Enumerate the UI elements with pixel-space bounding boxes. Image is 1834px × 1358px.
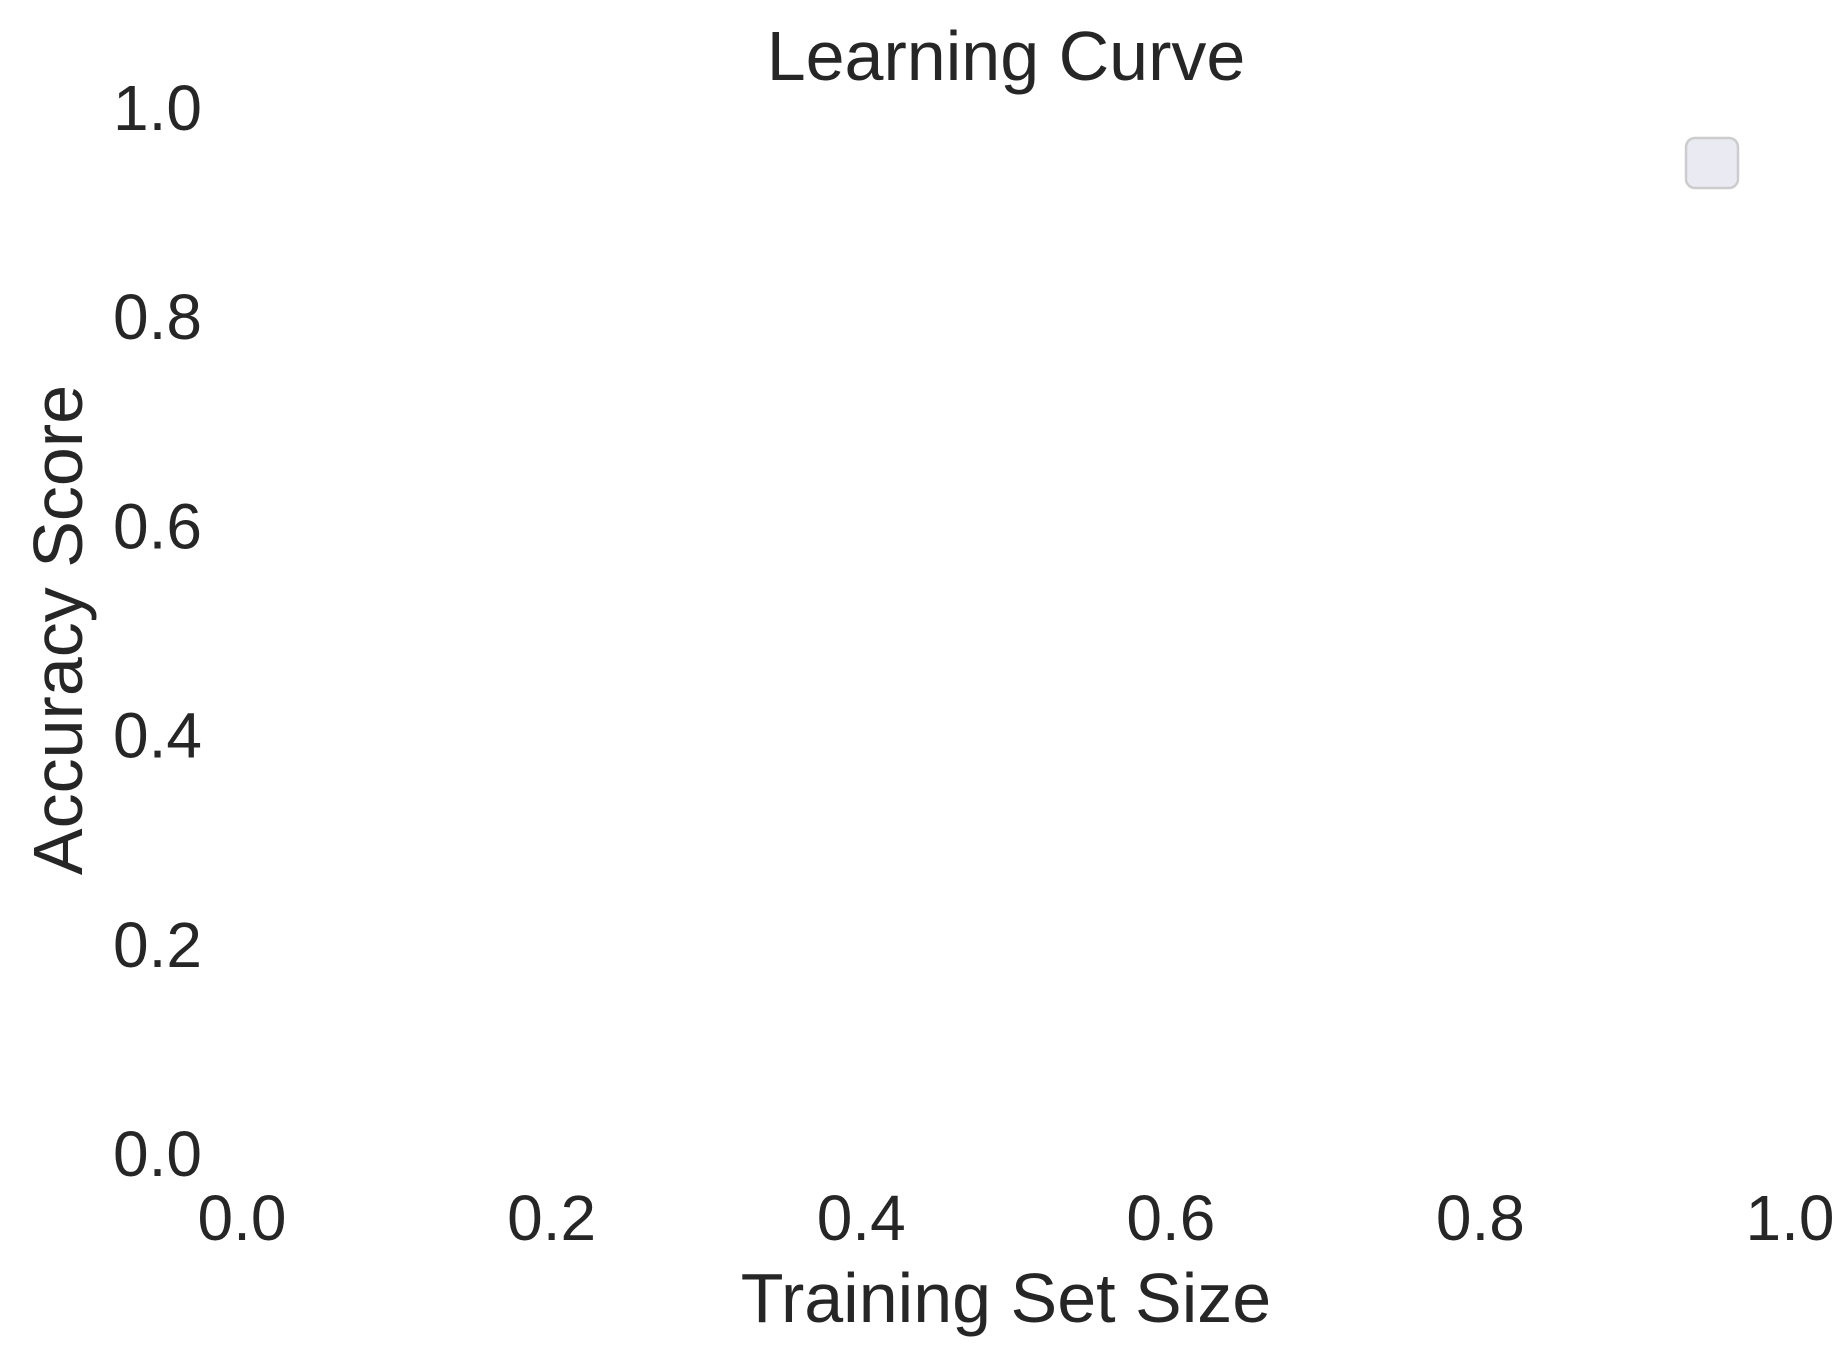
- legend-box: [1684, 136, 1740, 190]
- y-axis: 0.0 0.2 0.4 0.6 0.8 1.0: [113, 72, 202, 1190]
- x-tick-label: 0.2: [507, 1182, 596, 1254]
- x-tick-label: 1.0: [1746, 1182, 1834, 1254]
- x-axis-label: Training Set Size: [741, 1259, 1271, 1337]
- y-tick-label: 1.0: [113, 72, 202, 144]
- legend: [1684, 136, 1740, 190]
- x-tick-label: 0.4: [817, 1182, 906, 1254]
- y-tick-label: 0.2: [113, 909, 202, 981]
- chart-title: Learning Curve: [767, 17, 1246, 95]
- x-tick-label: 0.0: [198, 1182, 287, 1254]
- y-tick-label: 0.4: [113, 700, 202, 772]
- x-axis: 0.0 0.2 0.4 0.6 0.8 1.0: [198, 1182, 1834, 1254]
- y-tick-label: 0.8: [113, 281, 202, 353]
- y-axis-label: Accuracy Score: [19, 385, 97, 875]
- x-tick-label: 0.8: [1436, 1182, 1525, 1254]
- x-tick-label: 0.6: [1126, 1182, 1215, 1254]
- y-tick-label: 0.6: [113, 490, 202, 562]
- y-tick-label: 0.0: [113, 1118, 202, 1190]
